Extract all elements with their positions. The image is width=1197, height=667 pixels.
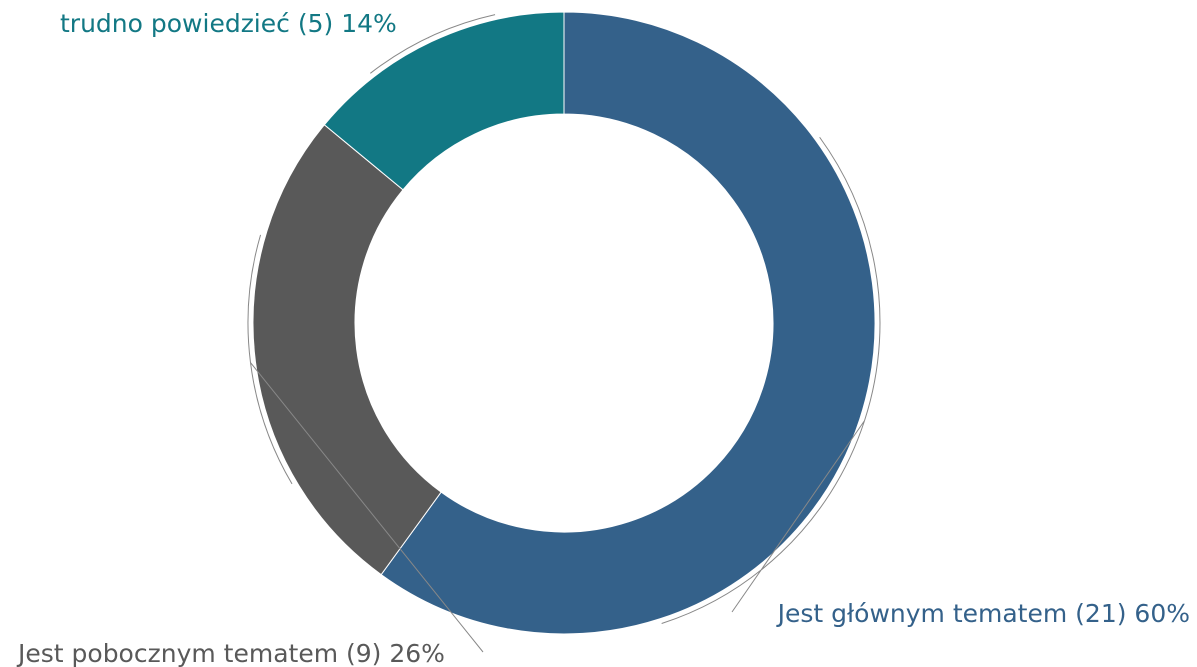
leader-line — [661, 136, 881, 625]
donut-slice — [323, 11, 565, 191]
slice-label: trudno powiedzieć (5) 14% — [60, 9, 397, 38]
slice-label: Jest głównym tematem (21) 60% — [776, 599, 1190, 628]
slice-label: Jest pobocznym tematem (9) 26% — [16, 639, 445, 667]
leader-line — [370, 14, 496, 74]
donut-slice — [380, 11, 876, 635]
donut-slice — [252, 124, 442, 576]
leader-line — [247, 234, 484, 653]
